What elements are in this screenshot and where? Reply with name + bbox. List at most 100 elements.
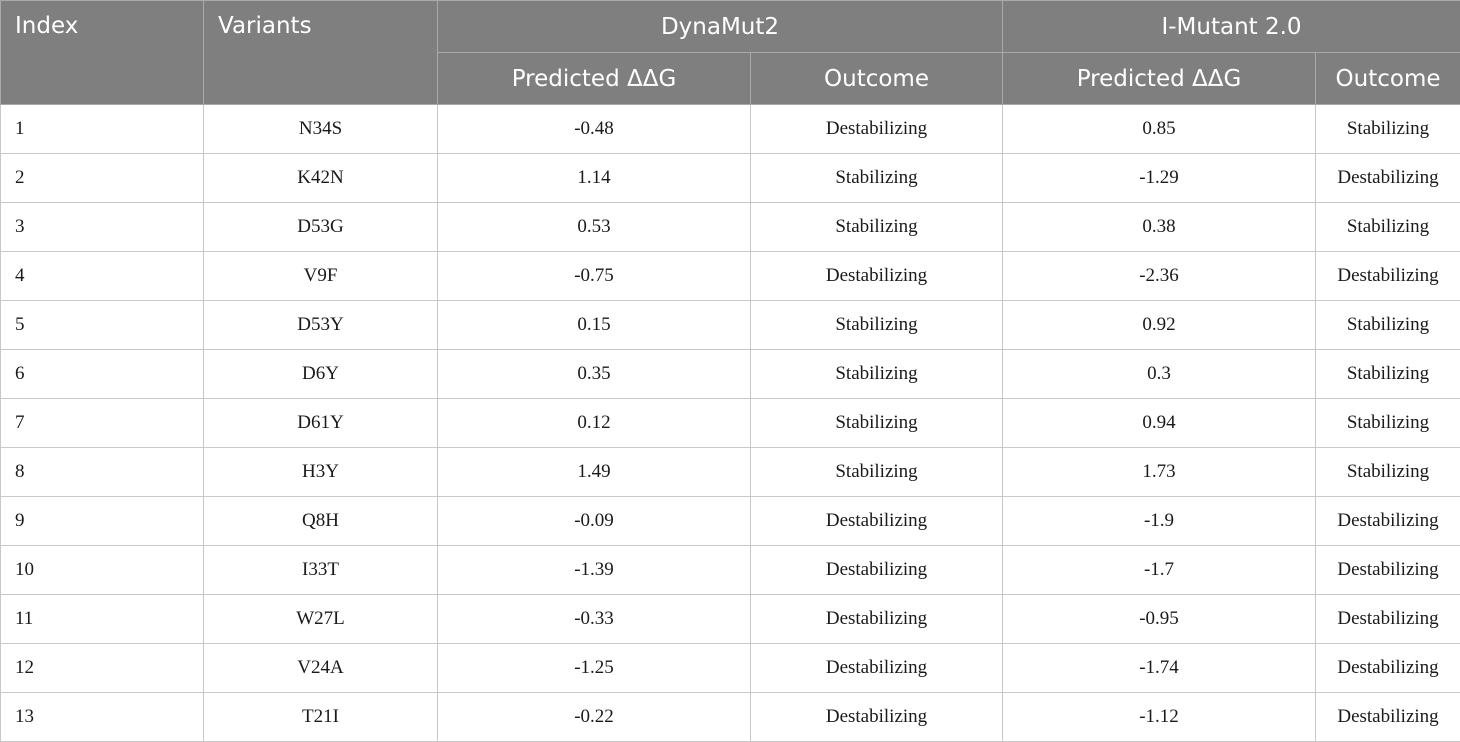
cell-variant: K42N	[204, 154, 438, 203]
cell-dynamut2-ddg: -1.39	[438, 546, 751, 595]
cell-index: 8	[1, 448, 204, 497]
cell-dynamut2-outcome: Destabilizing	[751, 105, 1003, 154]
cell-imutant-outcome: Destabilizing	[1316, 252, 1460, 301]
cell-index: 1	[1, 105, 204, 154]
cell-index: 5	[1, 301, 204, 350]
cell-dynamut2-ddg: -0.33	[438, 595, 751, 644]
cell-imutant-outcome: Destabilizing	[1316, 693, 1460, 742]
cell-imutant-ddg: 0.38	[1003, 203, 1316, 252]
cell-index: 12	[1, 644, 204, 693]
cell-variant: I33T	[204, 546, 438, 595]
header-imutant: I-Mutant 2.0	[1003, 1, 1460, 53]
cell-index: 10	[1, 546, 204, 595]
cell-dynamut2-outcome: Stabilizing	[751, 203, 1003, 252]
cell-variant: D53G	[204, 203, 438, 252]
cell-variant: W27L	[204, 595, 438, 644]
cell-imutant-ddg: 1.73	[1003, 448, 1316, 497]
cell-imutant-outcome: Stabilizing	[1316, 105, 1460, 154]
cell-imutant-ddg: -1.7	[1003, 546, 1316, 595]
cell-variant: Q8H	[204, 497, 438, 546]
header-index: Index	[1, 1, 204, 105]
cell-variant: V9F	[204, 252, 438, 301]
cell-imutant-ddg: 0.85	[1003, 105, 1316, 154]
cell-imutant-outcome: Stabilizing	[1316, 301, 1460, 350]
cell-imutant-outcome: Stabilizing	[1316, 399, 1460, 448]
cell-imutant-outcome: Destabilizing	[1316, 546, 1460, 595]
cell-dynamut2-outcome: Destabilizing	[751, 644, 1003, 693]
cell-dynamut2-ddg: -0.09	[438, 497, 751, 546]
cell-imutant-ddg: 0.92	[1003, 301, 1316, 350]
cell-variant: D6Y	[204, 350, 438, 399]
cell-index: 3	[1, 203, 204, 252]
cell-index: 4	[1, 252, 204, 301]
header-dynamut2-outcome: Outcome	[751, 53, 1003, 105]
cell-index: 2	[1, 154, 204, 203]
cell-imutant-ddg: 0.94	[1003, 399, 1316, 448]
cell-imutant-ddg: -1.12	[1003, 693, 1316, 742]
cell-imutant-ddg: -2.36	[1003, 252, 1316, 301]
cell-variant: D61Y	[204, 399, 438, 448]
cell-dynamut2-ddg: 0.53	[438, 203, 751, 252]
cell-dynamut2-ddg: 1.14	[438, 154, 751, 203]
cell-variant: N34S	[204, 105, 438, 154]
cell-variant: V24A	[204, 644, 438, 693]
cell-variant: D53Y	[204, 301, 438, 350]
cell-dynamut2-outcome: Stabilizing	[751, 350, 1003, 399]
cell-dynamut2-outcome: Stabilizing	[751, 448, 1003, 497]
cell-imutant-ddg: -1.9	[1003, 497, 1316, 546]
cell-dynamut2-outcome: Stabilizing	[751, 154, 1003, 203]
cell-index: 7	[1, 399, 204, 448]
cell-dynamut2-outcome: Destabilizing	[751, 546, 1003, 595]
cell-dynamut2-ddg: 0.35	[438, 350, 751, 399]
cell-index: 9	[1, 497, 204, 546]
cell-dynamut2-ddg: -0.22	[438, 693, 751, 742]
cell-imutant-ddg: -1.29	[1003, 154, 1316, 203]
cell-imutant-ddg: 0.3	[1003, 350, 1316, 399]
header-imutant-predicted: Predicted ΔΔG	[1003, 53, 1316, 105]
cell-imutant-ddg: -0.95	[1003, 595, 1316, 644]
cell-dynamut2-ddg: 0.12	[438, 399, 751, 448]
header-dynamut2-predicted: Predicted ΔΔG	[438, 53, 751, 105]
cell-imutant-outcome: Stabilizing	[1316, 203, 1460, 252]
cell-imutant-outcome: Destabilizing	[1316, 497, 1460, 546]
cell-dynamut2-ddg: 0.15	[438, 301, 751, 350]
table-header: Index Variants DynaMut2 I-Mutant 2.0 Pre…	[1, 1, 1460, 105]
header-variants: Variants	[204, 1, 438, 105]
header-dynamut2: DynaMut2	[438, 1, 1003, 53]
cell-dynamut2-ddg: 1.49	[438, 448, 751, 497]
cell-dynamut2-ddg: -0.48	[438, 105, 751, 154]
cell-dynamut2-outcome: Destabilizing	[751, 252, 1003, 301]
cell-dynamut2-outcome: Stabilizing	[751, 301, 1003, 350]
cell-variant: T21I	[204, 693, 438, 742]
cell-imutant-outcome: Stabilizing	[1316, 350, 1460, 399]
cell-dynamut2-ddg: -1.25	[438, 644, 751, 693]
cell-variant: H3Y	[204, 448, 438, 497]
cell-index: 6	[1, 350, 204, 399]
cell-imutant-outcome: Destabilizing	[1316, 154, 1460, 203]
cell-dynamut2-outcome: Destabilizing	[751, 693, 1003, 742]
cell-dynamut2-ddg: -0.75	[438, 252, 751, 301]
cell-imutant-outcome: Stabilizing	[1316, 448, 1460, 497]
cell-index: 13	[1, 693, 204, 742]
cell-dynamut2-outcome: Destabilizing	[751, 497, 1003, 546]
header-imutant-outcome: Outcome	[1316, 53, 1460, 105]
cell-imutant-ddg: -1.74	[1003, 644, 1316, 693]
cell-imutant-outcome: Destabilizing	[1316, 595, 1460, 644]
cell-index: 11	[1, 595, 204, 644]
cell-dynamut2-outcome: Destabilizing	[751, 595, 1003, 644]
